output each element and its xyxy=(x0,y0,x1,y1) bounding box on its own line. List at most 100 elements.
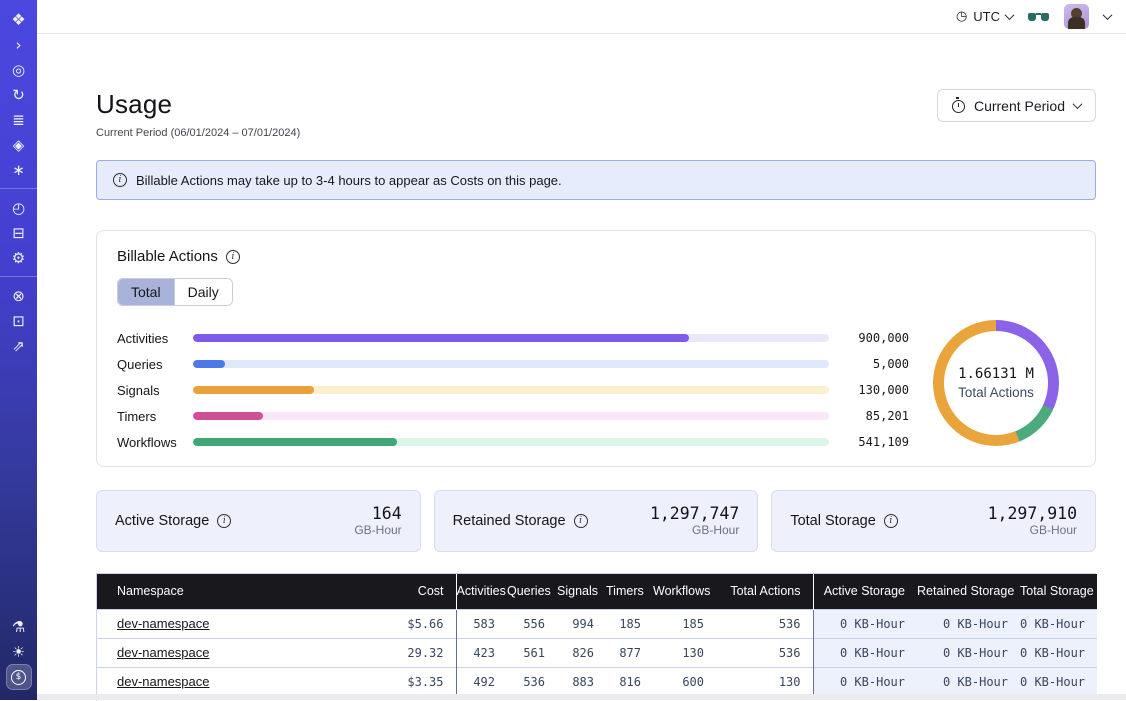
table-row: dev-namespace 29.32 423 561 826 877 130 … xyxy=(97,637,1097,667)
bar-label: Queries xyxy=(117,356,163,372)
bar-track xyxy=(193,386,829,394)
namespaces-icon[interactable]: ◎ xyxy=(11,60,26,79)
storage-card-unit: GB-Hour xyxy=(354,523,402,538)
bar-label: Workflows xyxy=(117,434,177,450)
dollar-circle-icon: $ xyxy=(11,669,26,685)
total-storage-cell: 0 KB-Hour xyxy=(1020,637,1097,667)
temporal-logo-icon[interactable]: ❖ xyxy=(11,10,26,29)
table-header-row: Namespace Cost Activities Queries Signal… xyxy=(97,574,1097,609)
info-icon[interactable]: i xyxy=(883,514,898,528)
avatar[interactable] xyxy=(1064,4,1089,29)
sidebar-divider xyxy=(0,188,37,189)
bottom-edge-band xyxy=(37,694,1126,700)
activities-cell: 492 xyxy=(455,666,507,696)
deployments-cube-icon[interactable]: ◈ xyxy=(12,135,25,154)
activities-cell: 583 xyxy=(455,608,507,638)
bar-value: 541,109 xyxy=(858,435,909,449)
retained-storage-cell: 0 KB-Hour xyxy=(917,608,1020,638)
workflows-cell: 130 xyxy=(653,637,716,667)
bar-fill xyxy=(193,360,225,368)
queries-cell: 556 xyxy=(507,608,557,638)
main-content: Usage Current Period (06/01/2024 – 07/01… xyxy=(37,34,1126,701)
bar-value: 5,000 xyxy=(872,357,909,371)
namespace-link[interactable]: dev-namespace xyxy=(117,616,210,631)
layers-icon[interactable]: ≣ xyxy=(12,110,25,129)
namespace-link[interactable]: dev-namespace xyxy=(117,645,210,660)
tab-daily[interactable]: Daily xyxy=(173,279,232,305)
storage-card-value: 164 xyxy=(371,503,402,523)
info-banner: i Billable Actions may take up to 3-4 ho… xyxy=(96,160,1096,200)
bar-label: Signals xyxy=(117,382,160,398)
account-chevron-down-icon[interactable] xyxy=(1102,10,1113,21)
total-actions-cell: 536 xyxy=(716,608,813,638)
bar-fill xyxy=(193,438,397,446)
bar-track xyxy=(193,438,829,446)
queries-cell: 536 xyxy=(507,666,557,696)
storage-cards-row: Active Storage i 164 GB-Hour Retained St… xyxy=(96,490,1097,552)
feedback-glasses-icon[interactable] xyxy=(1028,12,1049,22)
support-icon[interactable]: ⊗ xyxy=(12,286,25,305)
total-actions-donut-chart: 1.66131 M Total Actions xyxy=(933,320,1059,446)
settings-gear-icon[interactable]: ⚙ xyxy=(11,248,26,267)
tab-total[interactable]: Total xyxy=(118,279,174,305)
info-icon[interactable]: i xyxy=(217,514,232,528)
usage-billing-icon[interactable]: $ xyxy=(5,664,32,690)
billing-window-icon[interactable]: ⊟ xyxy=(12,223,25,242)
usage-gauge-icon[interactable]: ◴ xyxy=(11,198,26,217)
storage-card-label: Retained Storage xyxy=(452,513,566,529)
bar-fill xyxy=(193,412,263,420)
labs-flask-icon[interactable]: ⚗ xyxy=(11,617,26,636)
storage-card-value: 1,297,747 xyxy=(649,503,740,523)
donut-total-label: Total Actions xyxy=(958,385,1034,400)
bar-row-queries: Queries 5,000 xyxy=(117,351,909,377)
timers-cell: 185 xyxy=(606,608,653,638)
storage-card-label: Active Storage xyxy=(115,513,210,529)
table-row: dev-namespace $5.66 583 556 994 185 185 … xyxy=(97,608,1097,638)
cost-cell: 29.32 xyxy=(347,637,456,667)
col-cost: Cost xyxy=(347,574,456,609)
timezone-dropdown[interactable]: ◷ UTC xyxy=(956,9,1015,24)
signals-cell: 994 xyxy=(557,608,606,638)
col-activities: Activities xyxy=(455,574,507,609)
queries-cell: 561 xyxy=(507,637,557,667)
col-workflows: Workflows xyxy=(653,574,716,609)
table-row: dev-namespace $3.35 492 536 883 816 600 … xyxy=(97,666,1097,696)
info-icon[interactable]: i xyxy=(225,249,240,264)
bar-track xyxy=(193,334,829,342)
bar-value: 130,000 xyxy=(858,383,909,397)
storage-card-value: 1,297,910 xyxy=(987,503,1078,523)
col-active-storage: Active Storage xyxy=(812,574,917,609)
active-storage-cell: 0 KB-Hour xyxy=(812,666,917,696)
billable-actions-bar-chart: Activities 900,000 Queries 5,000 Signals… xyxy=(117,325,909,455)
activities-cell: 423 xyxy=(455,637,507,667)
storage-card-unit: GB-Hour xyxy=(1029,523,1078,538)
storage-card-label: Total Storage xyxy=(790,513,876,529)
quickstart-rocket-icon[interactable]: ⇗ xyxy=(12,336,25,355)
period-selector-button[interactable]: Current Period xyxy=(936,89,1096,122)
bar-row-workflows: Workflows 541,109 xyxy=(117,429,909,455)
stopwatch-icon xyxy=(951,97,965,113)
namespace-link[interactable]: dev-namespace xyxy=(117,674,210,689)
topbar: ◷ UTC xyxy=(37,0,1126,34)
bar-label: Timers xyxy=(117,408,157,424)
docs-icon[interactable]: ⊡ xyxy=(12,311,25,330)
timezone-label: UTC xyxy=(973,9,1000,24)
retained-storage-card: Retained Storage i 1,297,747 GB-Hour xyxy=(433,490,759,552)
sidebar-collapse-icon[interactable]: › xyxy=(15,35,22,54)
namespace-usage-table: Namespace Cost Activities Queries Signal… xyxy=(96,573,1097,701)
active-storage-cell: 0 KB-Hour xyxy=(812,608,917,638)
schedules-icon[interactable]: ↻ xyxy=(12,85,25,104)
workflows-cell: 185 xyxy=(653,608,716,638)
info-icon[interactable]: i xyxy=(573,514,588,528)
bar-value: 900,000 xyxy=(858,331,909,345)
signals-cell: 826 xyxy=(557,637,606,667)
sidebar: ❖ › ◎ ↻ ≣ ◈ ∗ ◴ ⊟ ⚙ ⊗ ⊡ ⇗ ⚗ ☀ $ xyxy=(0,0,37,700)
bar-row-activities: Activities 900,000 xyxy=(117,325,909,351)
total-actions-cell: 130 xyxy=(716,666,813,696)
total-storage-card: Total Storage i 1,297,910 GB-Hour xyxy=(771,490,1097,552)
namespace-cell: dev-namespace xyxy=(97,637,347,667)
nexus-asterisk-icon[interactable]: ∗ xyxy=(12,160,25,179)
chevron-down-icon xyxy=(1072,99,1083,110)
theme-sun-icon[interactable]: ☀ xyxy=(11,642,26,661)
period-selector-label: Current Period xyxy=(973,97,1065,114)
